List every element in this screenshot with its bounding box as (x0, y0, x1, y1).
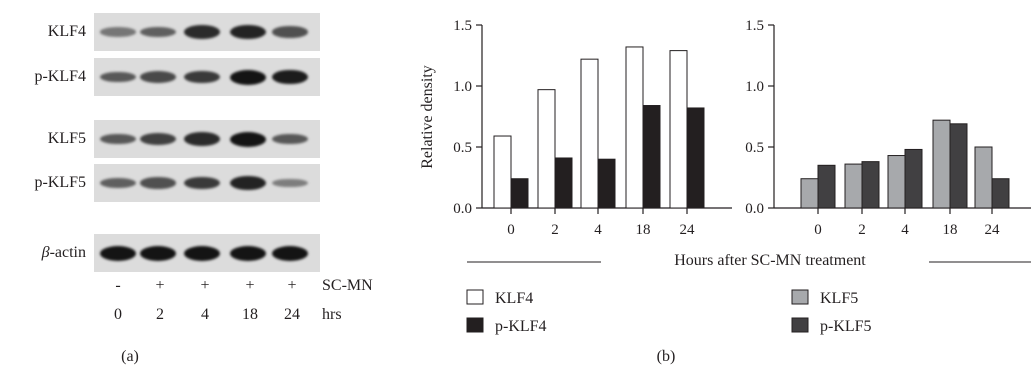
blot-strip (94, 164, 320, 202)
bar (861, 161, 880, 209)
blot-band (100, 177, 136, 189)
x-axis-label: Hours after SC-MN treatment (674, 252, 866, 269)
panel-a-caption: (a) (121, 348, 139, 365)
legend-swatch (466, 289, 484, 305)
bar (974, 146, 993, 209)
blot-band (140, 245, 176, 261)
x-tick-label: 24 (985, 222, 1001, 238)
blot-strip (94, 13, 320, 51)
blot-band (272, 178, 308, 188)
bar (580, 58, 599, 209)
x-tick-label: 24 (680, 222, 696, 238)
x-tick-label: 0 (507, 222, 515, 238)
condition-cell: + (155, 277, 165, 294)
blot-band (230, 24, 266, 40)
y-tick-label: 0.5 (453, 140, 472, 156)
x-tick-label: 2 (551, 222, 559, 238)
condition-label: hrs (322, 306, 342, 323)
condition-cell: + (245, 277, 255, 294)
blot-band (230, 175, 266, 191)
blot-row-label: β-actin (41, 244, 86, 261)
condition-cell: 0 (114, 306, 122, 323)
blot-band (184, 25, 220, 39)
bar (669, 50, 688, 209)
bar (510, 178, 529, 209)
blot-band (184, 70, 220, 84)
y-axis-label: Relative density (419, 65, 436, 169)
condition-cell: - (115, 277, 121, 294)
y-tick-label: 1.5 (745, 18, 764, 34)
blot-band (100, 27, 136, 37)
blot-band (230, 245, 266, 261)
blot-row-label: KLF5 (47, 130, 86, 147)
legend-label: p-KLF4 (495, 318, 547, 335)
legend-swatch (791, 289, 809, 305)
blot-band (100, 133, 136, 145)
bar (642, 105, 661, 209)
blot-band (184, 176, 220, 190)
blot-band (184, 132, 220, 146)
blot-band (272, 69, 308, 85)
blot-band (272, 133, 308, 145)
x-tick-label: 4 (901, 222, 909, 238)
blot-band (140, 71, 176, 83)
bar (597, 158, 616, 209)
legend-label: p-KLF5 (820, 318, 872, 335)
condition-cell: + (287, 277, 297, 294)
blot-strip (94, 120, 320, 158)
x-tick-label: 0 (814, 222, 822, 238)
bar (817, 164, 836, 209)
blot-band (272, 26, 308, 38)
y-tick-label: 0.5 (745, 140, 764, 156)
bar (625, 46, 644, 209)
blot-row-label: KLF4 (47, 23, 86, 40)
condition-label: SC-MN (322, 277, 373, 294)
blot-band (230, 69, 266, 85)
bar (904, 148, 923, 209)
blot-row-label: p-KLF4 (34, 68, 86, 85)
blot-band (140, 177, 176, 189)
bar (493, 135, 512, 209)
blot-band (140, 26, 176, 38)
legend-swatch (466, 317, 484, 333)
condition-cell: 24 (284, 306, 300, 323)
x-tick-label: 18 (943, 222, 958, 238)
blot-band (230, 131, 266, 147)
bar (554, 157, 573, 209)
legend-label: KLF5 (820, 290, 858, 307)
blot-band (100, 71, 136, 83)
bar (686, 107, 705, 209)
bar (932, 119, 951, 209)
bar (991, 178, 1010, 209)
bar (844, 163, 863, 209)
blot-strip (94, 234, 320, 272)
x-tick-label: 4 (594, 222, 602, 238)
condition-cell: + (200, 277, 210, 294)
panel-b-caption: (b) (656, 348, 676, 365)
blot-band (140, 132, 176, 146)
y-tick-label: 1.5 (453, 18, 472, 34)
blot-band (272, 245, 308, 261)
bar (887, 155, 906, 209)
bar (800, 178, 819, 209)
y-tick-label: 1.0 (453, 79, 472, 95)
condition-cell: 2 (156, 306, 164, 323)
x-tick-label: 2 (858, 222, 866, 238)
blot-band (100, 245, 136, 261)
legend-swatch (791, 317, 809, 333)
legend-label: KLF4 (495, 290, 533, 307)
blot-row-label: p-KLF5 (34, 174, 86, 191)
condition-cell: 18 (242, 306, 258, 323)
y-tick-label: 1.0 (745, 79, 764, 95)
y-tick-label: 0.0 (745, 201, 764, 217)
blot-band (184, 245, 220, 261)
blot-strip (94, 58, 320, 96)
bar (949, 123, 968, 209)
western-blot-panel: KLF4 p-KLF4 KLF5 p-KLF5 β-actin - + + + + SC-MN 0 2… (0, 0, 400, 376)
condition-cell: 4 (201, 306, 209, 323)
y-tick-label: 0.0 (453, 201, 472, 217)
x-tick-label: 18 (636, 222, 651, 238)
bar (537, 89, 556, 209)
